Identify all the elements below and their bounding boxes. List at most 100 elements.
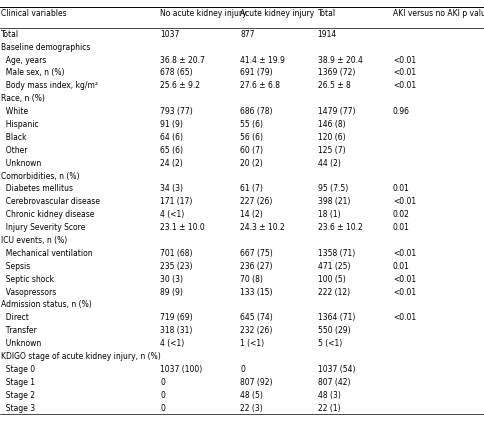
Text: Chronic kidney disease: Chronic kidney disease — [1, 210, 95, 219]
Text: 1479 (77): 1479 (77) — [317, 107, 354, 116]
Text: No acute kidney injury: No acute kidney injury — [160, 9, 246, 18]
Text: 4 (<1): 4 (<1) — [160, 339, 184, 348]
Text: <0.01: <0.01 — [392, 313, 415, 323]
Text: Race, n (%): Race, n (%) — [1, 94, 45, 103]
Text: Age, years: Age, years — [1, 55, 47, 65]
Text: 91 (9): 91 (9) — [160, 120, 182, 129]
Text: Injury Severity Score: Injury Severity Score — [1, 223, 86, 232]
Text: 64 (6): 64 (6) — [160, 133, 182, 142]
Text: 48 (5): 48 (5) — [240, 391, 262, 400]
Text: 1358 (71): 1358 (71) — [317, 249, 354, 258]
Text: 0: 0 — [160, 404, 165, 413]
Text: 678 (65): 678 (65) — [160, 69, 192, 77]
Text: 1364 (71): 1364 (71) — [317, 313, 354, 323]
Text: 232 (26): 232 (26) — [240, 326, 272, 335]
Text: 0: 0 — [240, 365, 244, 374]
Text: <0.01: <0.01 — [392, 198, 415, 206]
Text: White: White — [1, 107, 29, 116]
Text: Diabetes mellitus: Diabetes mellitus — [1, 184, 73, 194]
Text: 1369 (72): 1369 (72) — [317, 69, 354, 77]
Text: 55 (6): 55 (6) — [240, 120, 262, 129]
Text: 22 (3): 22 (3) — [240, 404, 262, 413]
Text: 1037 (100): 1037 (100) — [160, 365, 202, 374]
Text: 686 (78): 686 (78) — [240, 107, 272, 116]
Text: 34 (3): 34 (3) — [160, 184, 182, 194]
Text: <0.01: <0.01 — [392, 69, 415, 77]
Text: Stage 0: Stage 0 — [1, 365, 35, 374]
Text: 25.6 ± 9.2: 25.6 ± 9.2 — [160, 81, 199, 90]
Text: 719 (69): 719 (69) — [160, 313, 192, 323]
Text: Stage 2: Stage 2 — [1, 391, 35, 400]
Text: <0.01: <0.01 — [392, 249, 415, 258]
Text: 471 (25): 471 (25) — [317, 262, 349, 271]
Text: 24.3 ± 10.2: 24.3 ± 10.2 — [240, 223, 284, 232]
Text: 807 (92): 807 (92) — [240, 378, 272, 387]
Text: 65 (6): 65 (6) — [160, 146, 182, 155]
Text: 227 (26): 227 (26) — [240, 198, 272, 206]
Text: 100 (5): 100 (5) — [317, 275, 345, 284]
Text: 44 (2): 44 (2) — [317, 159, 340, 168]
Text: Stage 1: Stage 1 — [1, 378, 35, 387]
Text: 645 (74): 645 (74) — [240, 313, 272, 323]
Text: 0.01: 0.01 — [392, 223, 409, 232]
Text: 24 (2): 24 (2) — [160, 159, 182, 168]
Text: KDIGO stage of acute kidney injury, n (%): KDIGO stage of acute kidney injury, n (%… — [1, 352, 161, 361]
Text: 36.8 ± 20.7: 36.8 ± 20.7 — [160, 55, 205, 65]
Text: 60 (7): 60 (7) — [240, 146, 262, 155]
Text: 23.1 ± 10.0: 23.1 ± 10.0 — [160, 223, 204, 232]
Text: 0.02: 0.02 — [392, 210, 409, 219]
Text: Mechanical ventilation: Mechanical ventilation — [1, 249, 93, 258]
Text: 0: 0 — [160, 378, 165, 387]
Text: 877: 877 — [240, 30, 254, 39]
Text: Acute kidney injury: Acute kidney injury — [240, 9, 314, 18]
Text: 133 (15): 133 (15) — [240, 288, 272, 297]
Text: Male sex, n (%): Male sex, n (%) — [1, 69, 65, 77]
Text: AKI versus no AKI p value: AKI versus no AKI p value — [392, 9, 484, 18]
Text: Cerebrovascular disease: Cerebrovascular disease — [1, 198, 100, 206]
Text: Direct: Direct — [1, 313, 29, 323]
Text: 4 (<1): 4 (<1) — [160, 210, 184, 219]
Text: 318 (31): 318 (31) — [160, 326, 192, 335]
Text: 0.01: 0.01 — [392, 262, 409, 271]
Text: 56 (6): 56 (6) — [240, 133, 262, 142]
Text: Comorbidities, n (%): Comorbidities, n (%) — [1, 172, 80, 180]
Text: 1037 (54): 1037 (54) — [317, 365, 354, 374]
Text: 125 (7): 125 (7) — [317, 146, 345, 155]
Text: 691 (79): 691 (79) — [240, 69, 272, 77]
Text: Septic shock: Septic shock — [1, 275, 54, 284]
Text: 30 (3): 30 (3) — [160, 275, 182, 284]
Text: 89 (9): 89 (9) — [160, 288, 182, 297]
Text: 5 (<1): 5 (<1) — [317, 339, 341, 348]
Text: 807 (42): 807 (42) — [317, 378, 349, 387]
Text: 1 (<1): 1 (<1) — [240, 339, 264, 348]
Text: 701 (68): 701 (68) — [160, 249, 192, 258]
Text: 61 (7): 61 (7) — [240, 184, 262, 194]
Text: 235 (23): 235 (23) — [160, 262, 192, 271]
Text: Vasopressors: Vasopressors — [1, 288, 57, 297]
Text: <0.01: <0.01 — [392, 81, 415, 90]
Text: 0.96: 0.96 — [392, 107, 409, 116]
Text: Baseline demographics: Baseline demographics — [1, 43, 91, 52]
Text: 1914: 1914 — [317, 30, 336, 39]
Text: Body mass index, kg/m²: Body mass index, kg/m² — [1, 81, 98, 90]
Text: 22 (1): 22 (1) — [317, 404, 340, 413]
Text: Total: Total — [317, 9, 335, 18]
Text: 23.6 ± 10.2: 23.6 ± 10.2 — [317, 223, 362, 232]
Text: <0.01: <0.01 — [392, 275, 415, 284]
Text: 26.5 ± 8: 26.5 ± 8 — [317, 81, 350, 90]
Text: Other: Other — [1, 146, 28, 155]
Text: Clinical variables: Clinical variables — [1, 9, 67, 18]
Text: 793 (77): 793 (77) — [160, 107, 193, 116]
Text: 1037: 1037 — [160, 30, 179, 39]
Text: 171 (17): 171 (17) — [160, 198, 192, 206]
Text: Admission status, n (%): Admission status, n (%) — [1, 301, 92, 309]
Text: 550 (29): 550 (29) — [317, 326, 349, 335]
Text: 222 (12): 222 (12) — [317, 288, 349, 297]
Text: 398 (21): 398 (21) — [317, 198, 349, 206]
Text: 14 (2): 14 (2) — [240, 210, 262, 219]
Text: 38.9 ± 20.4: 38.9 ± 20.4 — [317, 55, 362, 65]
Text: 18 (1): 18 (1) — [317, 210, 340, 219]
Text: 120 (6): 120 (6) — [317, 133, 345, 142]
Text: <0.01: <0.01 — [392, 288, 415, 297]
Text: 20 (2): 20 (2) — [240, 159, 262, 168]
